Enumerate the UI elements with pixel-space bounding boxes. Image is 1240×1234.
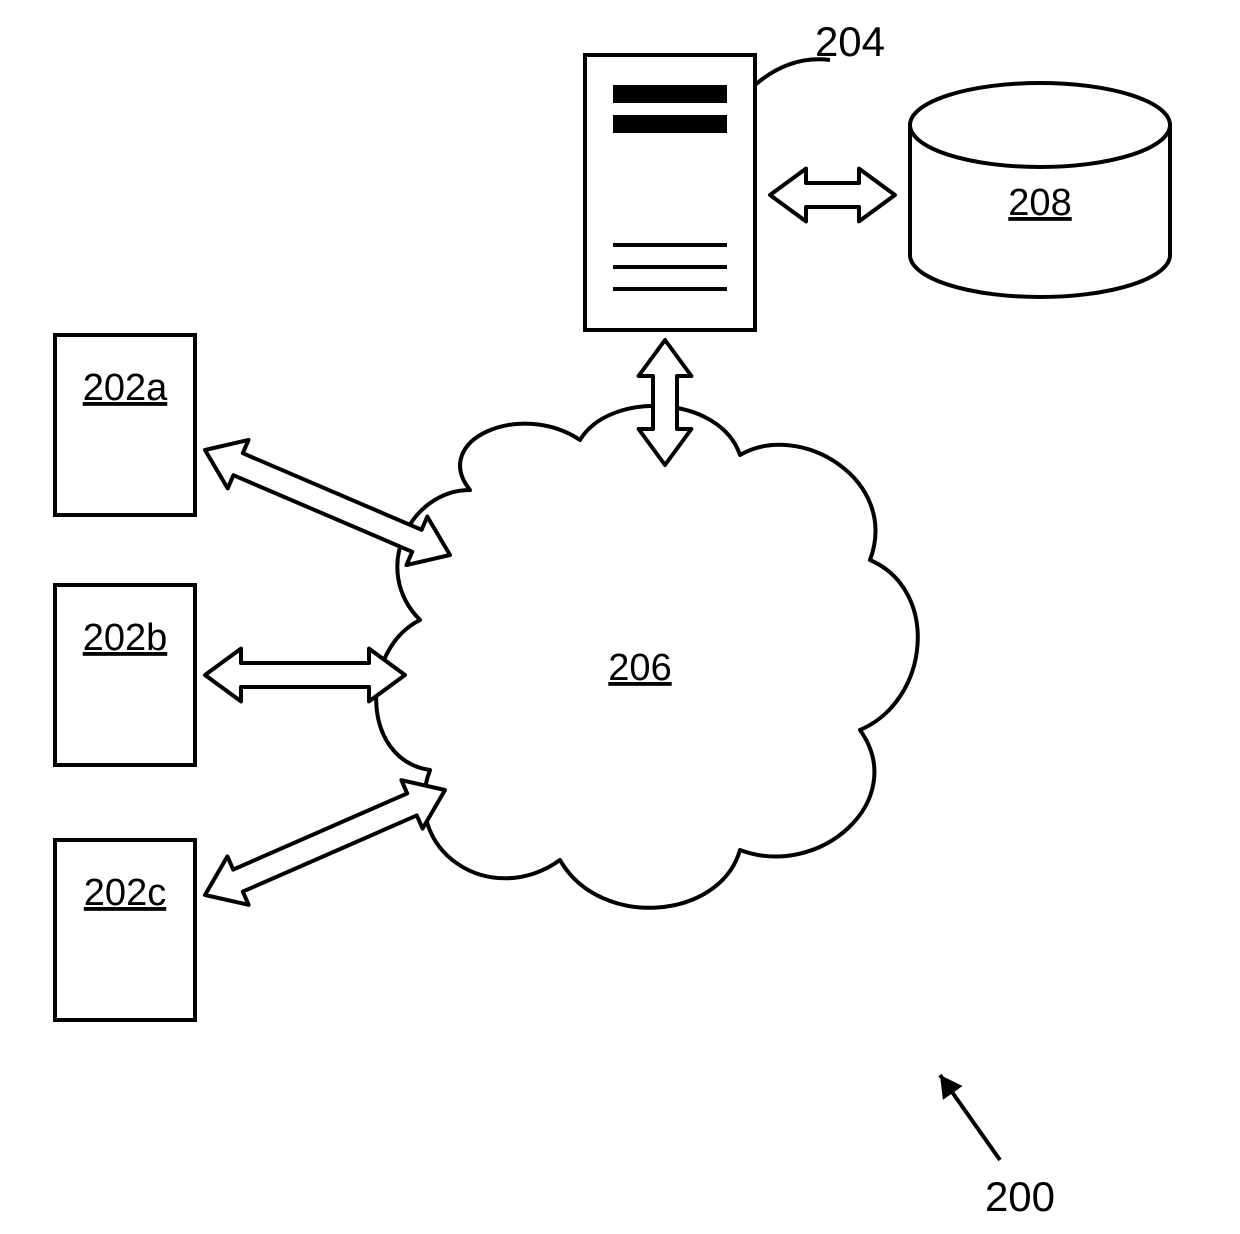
cloud-label: 206: [608, 647, 671, 689]
arrow-a-cloud: [205, 440, 450, 565]
server-callout: 204: [815, 18, 885, 65]
client_c-label: 202c: [84, 872, 166, 914]
client_a-box: [55, 335, 195, 515]
server-slot-1: [613, 85, 727, 103]
database-top: [910, 83, 1170, 167]
arrow-server-db: [770, 169, 895, 222]
arrow-c-cloud: [205, 780, 445, 905]
client_c-box: [55, 840, 195, 1020]
client_b-label: 202b: [83, 617, 168, 659]
arrow-b-cloud: [205, 649, 405, 702]
database-label: 208: [1008, 182, 1071, 224]
figure-callout: 200: [985, 1173, 1055, 1220]
server-slot-2: [613, 115, 727, 133]
client_a-label: 202a: [83, 367, 168, 409]
client_b-box: [55, 585, 195, 765]
figure-leader-head: [940, 1075, 962, 1100]
